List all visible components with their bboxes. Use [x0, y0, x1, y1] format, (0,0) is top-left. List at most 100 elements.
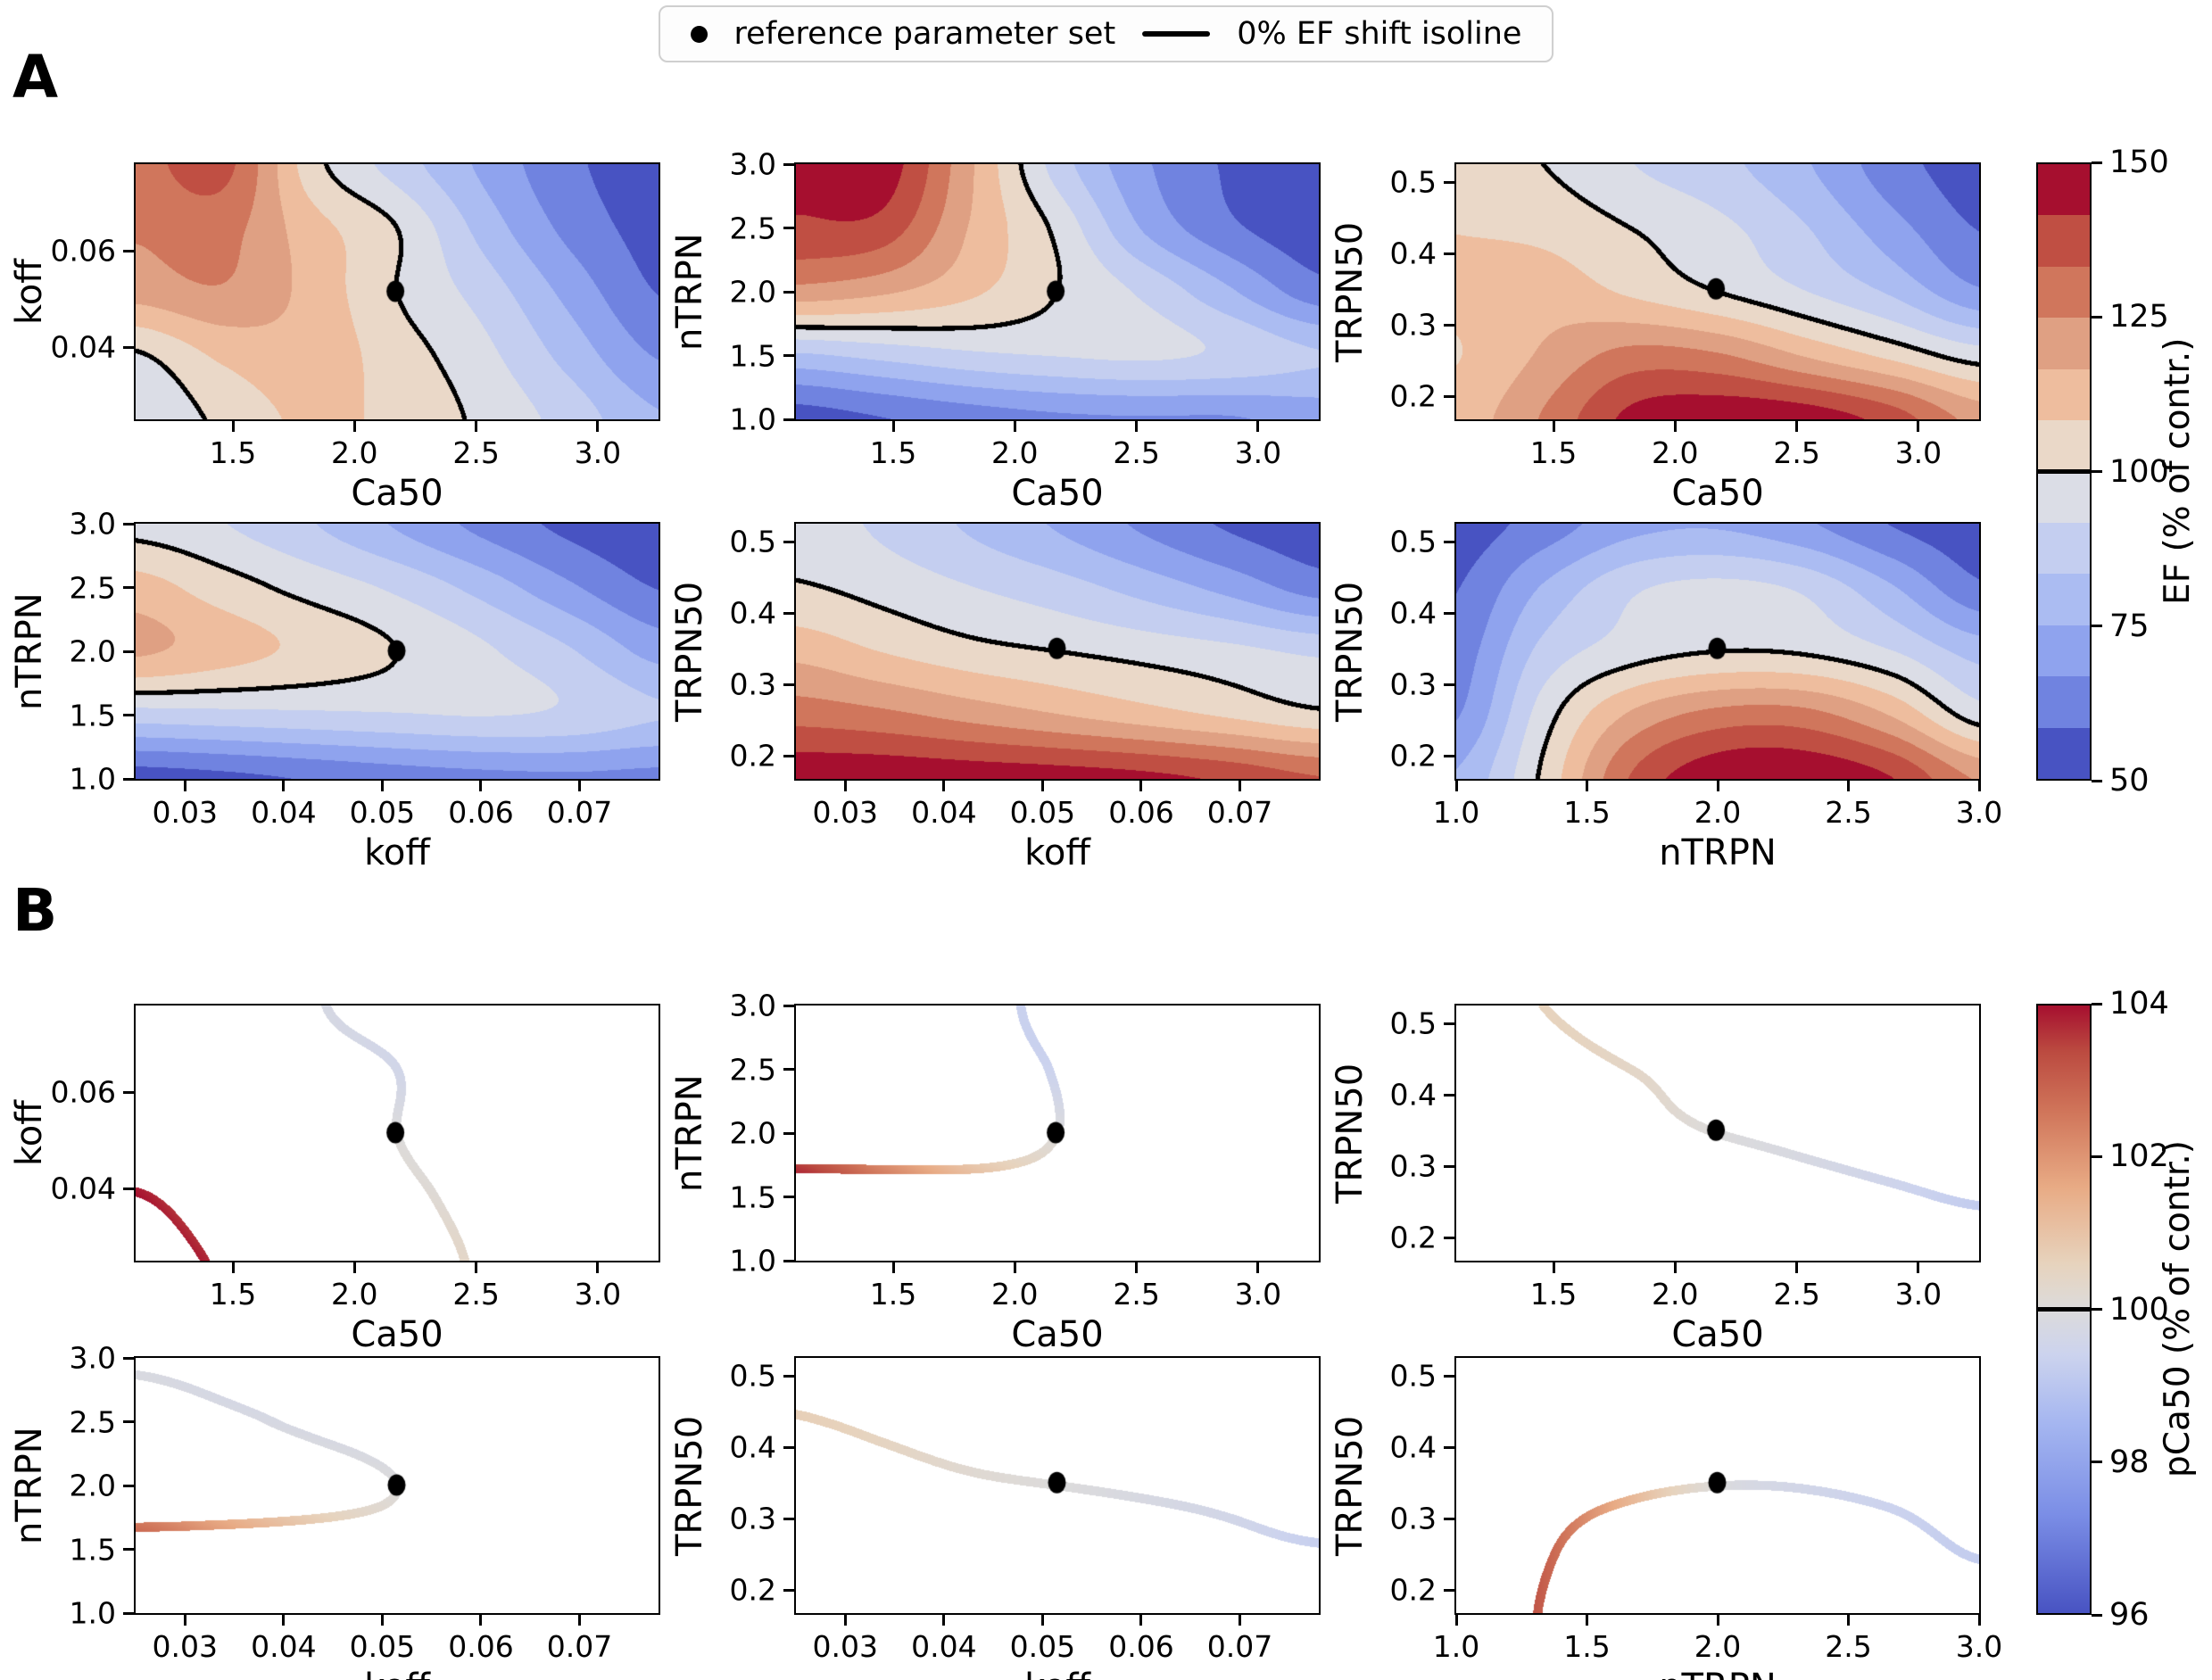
contour-plot-A3: [1456, 164, 1979, 419]
y-axis-label-A5: TRPN50: [669, 581, 710, 722]
x-tick: [596, 1262, 600, 1273]
colorbar-tick-label: 104: [2109, 986, 2169, 1022]
y-tick-label: 0.5: [1389, 164, 1437, 200]
y-tick: [783, 418, 794, 421]
x-tick: [1040, 781, 1044, 791]
y-tick-label: 1.0: [729, 1243, 776, 1279]
y-tick-label: 0.04: [50, 329, 116, 365]
y-tick-label: 2.0: [729, 1115, 776, 1151]
x-tick-label: 2.0: [331, 1277, 378, 1312]
x-tick-label: 0.06: [1108, 1629, 1174, 1664]
colorbar-band: [2038, 727, 2090, 780]
x-tick-label: 1.5: [209, 435, 257, 470]
subplot-A1: [134, 162, 660, 421]
colorbar-tick: [2092, 1308, 2102, 1311]
x-tick-label: 2.5: [1825, 1629, 1872, 1664]
x-tick: [1977, 781, 1981, 791]
colorbar-tick-label: 150: [2109, 145, 2169, 180]
y-tick-label: 0.3: [1389, 1148, 1437, 1184]
y-axis-label-A1: koff: [9, 259, 50, 325]
subplot-A2: [794, 162, 1321, 421]
y-tick-label: 1.5: [729, 338, 776, 373]
x-tick-label: 0.04: [911, 795, 977, 830]
colorbar-tick: [2092, 161, 2102, 164]
y-tick-label: 0.2: [1389, 1572, 1437, 1608]
x-tick-label: 1.5: [1563, 795, 1611, 830]
y-tick-label: 0.4: [729, 595, 776, 631]
x-tick: [596, 421, 600, 432]
x-tick: [475, 421, 478, 432]
x-axis-label-B6: nTRPN: [1454, 1667, 1981, 1680]
x-tick: [479, 1615, 483, 1626]
y-tick: [783, 1259, 794, 1262]
y-tick: [123, 249, 134, 252]
x-tick-label: 2.5: [1825, 795, 1872, 830]
y-tick-label: 0.04: [50, 1171, 116, 1206]
colorbar-band: [2038, 574, 2090, 625]
y-tick-label: 2.0: [69, 1468, 116, 1503]
y-axis-label-B3: TRPN50: [1330, 1063, 1371, 1204]
contour-plot-B5: [796, 1358, 1319, 1613]
subplot-A3: [1454, 162, 1981, 421]
x-tick-label: 0.03: [152, 795, 219, 830]
x-axis-label-B3: Ca50: [1671, 1314, 1764, 1355]
contour-plot-B2: [796, 1006, 1319, 1261]
x-tick: [479, 781, 483, 791]
y-axis-label-B1: koff: [9, 1100, 50, 1166]
colorbar-tick: [2092, 315, 2102, 319]
x-tick: [1917, 421, 1920, 432]
y-tick: [1444, 1374, 1454, 1378]
x-tick-label: 1.5: [1529, 435, 1578, 470]
y-tick-label: 0.5: [1389, 1358, 1437, 1394]
y-tick: [1444, 611, 1454, 615]
y-tick: [783, 611, 794, 615]
y-tick: [1444, 1588, 1454, 1592]
x-tick-label: 1.5: [1529, 1277, 1578, 1312]
y-tick-label: 0.2: [1389, 738, 1437, 774]
x-tick-label: 0.03: [152, 1629, 219, 1664]
colorbar-tick: [2092, 1002, 2102, 1006]
x-tick-label: 2.0: [331, 435, 378, 470]
y-tick-label: 2.0: [69, 633, 116, 669]
x-tick-label: 3.0: [1894, 1277, 1943, 1312]
x-tick: [183, 781, 186, 791]
x-tick-label: 3.0: [574, 1277, 622, 1312]
colorbar-band: [2038, 318, 2090, 369]
x-tick: [1256, 421, 1260, 432]
y-tick-label: 0.4: [1389, 595, 1437, 631]
y-tick: [1444, 252, 1454, 255]
y-tick: [1444, 540, 1454, 543]
y-tick: [123, 1356, 134, 1360]
x-tick: [1552, 421, 1555, 432]
x-tick: [183, 1615, 186, 1626]
y-tick-label: 1.5: [729, 1179, 776, 1214]
x-tick-label: 0.06: [448, 1629, 514, 1664]
x-tick: [1454, 781, 1458, 791]
x-tick-label: 0.05: [1009, 795, 1076, 830]
y-tick: [123, 714, 134, 716]
y-tick: [1444, 323, 1454, 327]
y-tick: [1444, 394, 1454, 398]
colorbar-tick-label: 102: [2109, 1138, 2169, 1175]
x-tick: [1256, 1262, 1260, 1273]
x-tick: [1847, 1615, 1850, 1626]
colorbar-band: [2038, 625, 2090, 677]
y-tick: [123, 777, 134, 781]
colorbar-band: [2038, 215, 2090, 267]
x-tick-label: 2.0: [1694, 795, 1742, 830]
x-tick-label: 1.0: [1432, 1629, 1480, 1664]
x-tick-label: 3.0: [574, 435, 622, 470]
y-tick: [783, 540, 794, 543]
y-tick-label: 0.4: [1389, 1429, 1437, 1465]
colorbar-band: [2038, 164, 2090, 216]
y-tick-label: 2.5: [69, 1404, 116, 1439]
y-tick-label: 2.0: [729, 274, 776, 310]
y-tick-label: 0.5: [729, 524, 776, 559]
x-tick-label: 0.07: [546, 795, 613, 830]
y-tick-label: 1.0: [69, 761, 116, 797]
colorbar-ef-gradient: [2038, 164, 2090, 780]
contour-plot-B4: [136, 1358, 659, 1613]
x-tick-label: 3.0: [1955, 795, 2003, 830]
subplot-A4: [134, 522, 660, 781]
y-tick: [783, 683, 794, 686]
